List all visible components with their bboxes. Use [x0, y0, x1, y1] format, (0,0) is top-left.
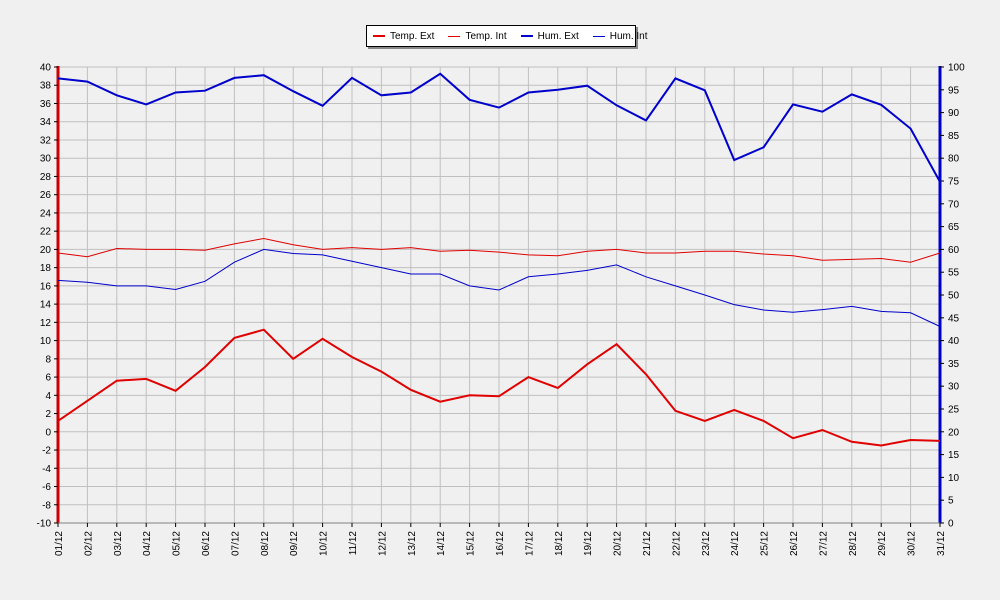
x-tick-label: 22/12 — [671, 531, 682, 556]
legend-label: Temp. Int — [465, 30, 507, 42]
legend-label: Temp. Ext — [390, 30, 435, 42]
x-tick-label: 23/12 — [701, 531, 712, 556]
right-tick-label: 0 — [948, 519, 954, 530]
legend-label: Hum. Ext — [537, 30, 579, 42]
left-tick-label: 16 — [40, 281, 52, 292]
left-tick-label: 8 — [45, 354, 51, 365]
series-line-hum-ext — [57, 72, 941, 183]
x-tick-label: 30/12 — [907, 531, 918, 556]
right-tick-label: 25 — [948, 405, 960, 416]
left-tick-label: 2 — [45, 409, 51, 420]
right-tick-label: 35 — [948, 359, 960, 370]
legend-swatch — [520, 35, 533, 37]
left-tick-label: -4 — [42, 464, 51, 475]
left-tick-label: 10 — [40, 336, 52, 347]
left-tick-label: 40 — [40, 63, 52, 74]
x-tick-label: 21/12 — [642, 531, 653, 556]
right-tick-label: 70 — [948, 199, 960, 210]
x-tick-label: 20/12 — [613, 531, 624, 556]
x-tick-label: 19/12 — [583, 531, 594, 556]
left-tick-label: 14 — [40, 300, 52, 311]
left-tick-label: 6 — [45, 373, 51, 384]
right-tick-label: 55 — [948, 268, 960, 279]
right-tick-label: 80 — [948, 154, 960, 165]
x-tick-label: 04/12 — [142, 531, 153, 556]
x-tick-label: 09/12 — [289, 531, 300, 556]
left-tick-label: 22 — [40, 227, 52, 238]
x-tick-label: 02/12 — [83, 531, 94, 556]
x-tick-label: 29/12 — [877, 531, 888, 556]
series-line-temp-int — [57, 237, 941, 263]
x-tick-label: 16/12 — [495, 531, 506, 556]
x-tick-label: 14/12 — [436, 531, 447, 556]
x-tick-label: 01/12 — [54, 531, 65, 556]
left-tick-label: -2 — [42, 446, 51, 457]
legend-swatch — [448, 35, 461, 37]
left-tick-label: 12 — [40, 318, 52, 329]
right-tick-label: 50 — [948, 291, 960, 302]
right-tick-label: 95 — [948, 85, 960, 96]
x-tick-label: 25/12 — [760, 531, 771, 556]
left-tick-label: 32 — [40, 135, 52, 146]
left-tick-label: 18 — [40, 263, 52, 274]
right-tick-label: 90 — [948, 108, 960, 119]
left-tick-label: 20 — [40, 245, 52, 256]
x-tick-label: 05/12 — [172, 531, 183, 556]
right-tick-label: 65 — [948, 222, 960, 233]
left-tick-label: 4 — [45, 391, 51, 402]
x-tick-label: 24/12 — [730, 531, 741, 556]
legend-item-temp-int: Temp. Int — [448, 30, 507, 42]
legend-item-hum-ext: Hum. Ext — [520, 30, 579, 42]
chart-legend: Temp. Ext Temp. Int Hum. Ext Hum. Int — [366, 25, 648, 47]
right-tick-label: 15 — [948, 450, 960, 461]
left-tick-label: -8 — [42, 500, 51, 511]
legend-item-temp-ext: Temp. Ext — [373, 31, 434, 42]
legend-label: Hum. Int — [609, 30, 648, 42]
left-tick-label: -10 — [37, 519, 52, 530]
x-tick-label: 15/12 — [466, 531, 477, 556]
right-tick-label: 100 — [948, 63, 965, 74]
left-tick-label: 30 — [40, 154, 52, 165]
right-tick-label: 40 — [948, 336, 960, 347]
right-tick-label: 85 — [948, 131, 960, 142]
x-tick-label: 27/12 — [818, 531, 829, 556]
x-tick-label: 07/12 — [230, 531, 241, 556]
x-tick-label: 10/12 — [319, 531, 330, 556]
x-tick-label: 12/12 — [377, 531, 388, 556]
left-tick-label: 36 — [40, 99, 52, 110]
right-tick-label: 30 — [948, 382, 960, 393]
right-tick-label: 10 — [948, 473, 960, 484]
left-tick-label: 38 — [40, 81, 52, 92]
x-tick-label: 31/12 — [936, 531, 947, 556]
legend-item-hum-int: Hum. Int — [592, 30, 648, 42]
right-tick-label: 5 — [948, 496, 954, 507]
x-tick-label: 18/12 — [554, 531, 565, 556]
legend-swatch — [592, 35, 605, 37]
left-tick-label: 0 — [45, 427, 51, 438]
left-tick-label: 26 — [40, 190, 52, 201]
x-tick-label: 28/12 — [848, 531, 859, 556]
legend-swatch — [373, 35, 385, 37]
left-tick-label: 28 — [40, 172, 52, 183]
left-tick-label: 24 — [40, 208, 52, 219]
x-tick-label: 11/12 — [348, 531, 359, 556]
series-line-temp-ext — [57, 328, 941, 447]
right-tick-label: 45 — [948, 313, 960, 324]
left-tick-label: 34 — [40, 117, 52, 128]
series-line-hum-int — [57, 248, 941, 327]
x-tick-label: 26/12 — [789, 531, 800, 556]
x-tick-label: 06/12 — [201, 531, 212, 556]
x-tick-label: 17/12 — [524, 531, 535, 556]
right-tick-label: 75 — [948, 177, 960, 188]
x-tick-label: 13/12 — [407, 531, 418, 556]
x-tick-label: 03/12 — [113, 531, 124, 556]
x-tick-label: 08/12 — [260, 531, 271, 556]
right-tick-label: 60 — [948, 245, 960, 256]
left-tick-label: -6 — [42, 482, 51, 493]
right-tick-label: 20 — [948, 427, 960, 438]
